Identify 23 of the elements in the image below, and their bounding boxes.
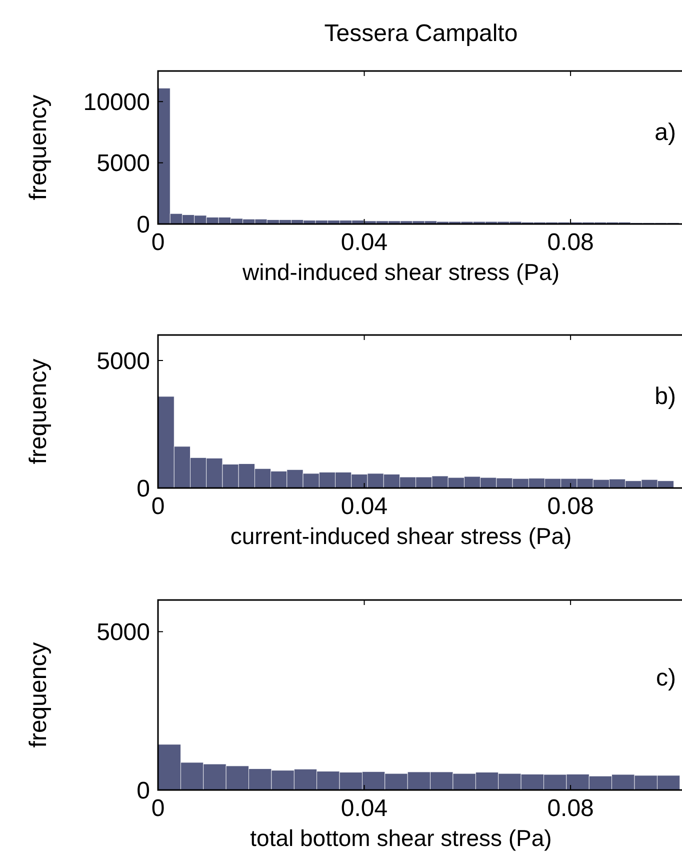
x-tick-label: 0.04: [340, 229, 388, 256]
y-tick-label: 0: [136, 475, 150, 502]
y-axis-title: frequency: [25, 358, 52, 464]
y-tick-label: 5000: [96, 150, 150, 178]
x-tick-label: 0.08: [547, 493, 594, 520]
x-tick-label: 0.04: [340, 795, 388, 822]
x-axis-title: wind-induced shear stress (Pa): [241, 259, 560, 285]
y-tick-label: 5000: [96, 619, 150, 646]
y-tick-label: 0: [136, 777, 150, 804]
x-axis-title: current-induced shear stress (Pa): [230, 523, 572, 549]
y-axis-title: frequency: [25, 94, 52, 200]
y-axis-title: frequency: [25, 642, 52, 748]
annotation: b): [654, 382, 676, 410]
y-tick-label: 5000: [96, 348, 150, 375]
chart-title: Tessera Campalto: [324, 20, 518, 47]
x-axis-title: total bottom shear stress (Pa): [250, 825, 552, 851]
y-tick-label: 0: [136, 211, 150, 238]
x-tick-label: 0.04: [340, 493, 388, 520]
annotation: c): [656, 664, 676, 692]
x-tick-label: 0.08: [547, 795, 594, 822]
annotation: a): [654, 118, 676, 146]
x-tick-label: 0.08: [547, 229, 594, 256]
y-tick-label: 10000: [83, 89, 150, 116]
